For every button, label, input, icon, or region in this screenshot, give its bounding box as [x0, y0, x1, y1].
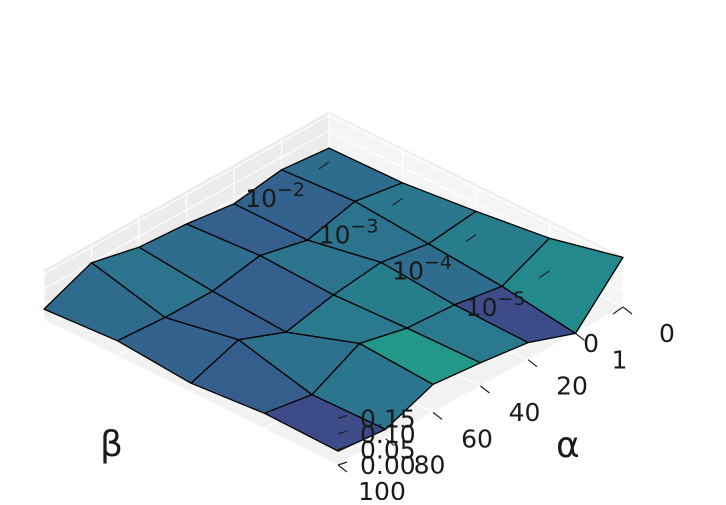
surface-patch: [263, 394, 387, 452]
z-tick-label: 0.15: [360, 405, 416, 434]
grid-line: [328, 114, 624, 262]
z-tick-label: 0.05: [360, 436, 416, 465]
grid-line: [43, 319, 339, 466]
tick-mark: [337, 461, 348, 466]
alpha-axis-label: α: [556, 425, 580, 466]
tick-mark: [392, 197, 403, 206]
tick-mark: [337, 430, 348, 435]
alpha-tick-label: 80: [414, 451, 446, 480]
alpha-tick-label: 1: [612, 345, 628, 374]
beta-tick-label: 0: [583, 329, 599, 358]
beta-axis-label: β: [100, 424, 123, 465]
tick-mark: [337, 464, 348, 473]
beta-tick-label: 10−2: [245, 179, 305, 213]
tick-mark: [539, 270, 550, 279]
beta-tick-label: 10−3: [319, 215, 379, 249]
tick-mark: [575, 332, 585, 341]
beta-tick-label: 10−5: [466, 288, 526, 322]
alpha-tick-label: 40: [509, 398, 541, 427]
tick-marks: [318, 161, 633, 473]
tick-mark: [432, 411, 443, 420]
tick-mark: [318, 161, 330, 170]
beta-tick-label: 10−4: [392, 252, 452, 286]
tick-mark: [337, 414, 348, 420]
z-tick-label: 0.10: [360, 420, 416, 449]
z-tick-label: 0.00: [360, 451, 416, 480]
grid-line: [43, 114, 330, 275]
tick-mark: [622, 306, 633, 315]
tick-mark: [385, 438, 395, 447]
tick-mark: [465, 234, 477, 243]
tick-mark: [527, 359, 538, 368]
alpha-tick-label: 60: [461, 424, 493, 453]
tick-mark: [337, 445, 348, 451]
surface-mesh: [43, 147, 624, 452]
alpha-tick-label: 20: [556, 372, 588, 401]
alpha-tick-label: 0: [659, 319, 675, 348]
alpha-tick-label: 100: [358, 477, 406, 500]
tick-mark: [480, 385, 490, 394]
tick-mark: [612, 306, 624, 315]
